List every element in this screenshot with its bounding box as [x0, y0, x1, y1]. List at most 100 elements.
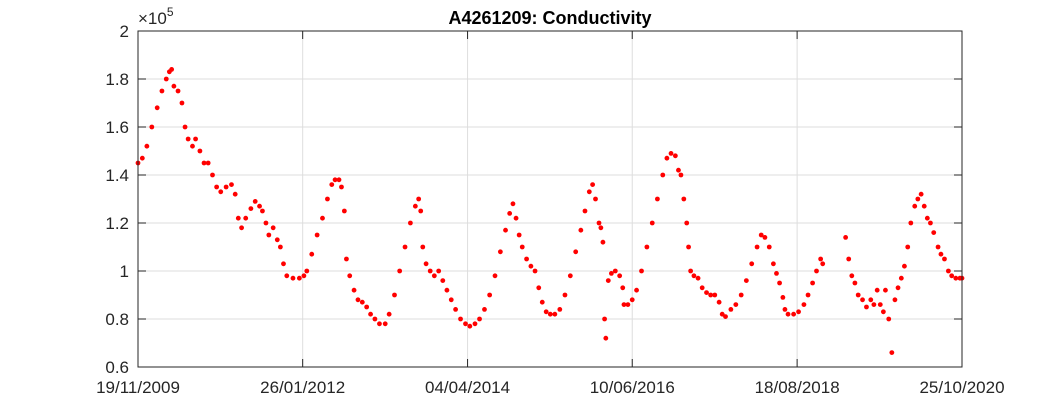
data-point — [912, 203, 918, 209]
data-point — [487, 292, 493, 298]
y-tick-label: 1.4 — [105, 166, 129, 185]
data-point — [953, 275, 959, 281]
data-point — [274, 237, 280, 243]
data-point — [248, 206, 254, 212]
data-point — [397, 268, 403, 274]
data-point — [598, 225, 604, 231]
data-point — [467, 323, 473, 329]
y-tick-label: 1.6 — [105, 118, 129, 137]
data-point — [678, 172, 684, 178]
data-point — [320, 215, 325, 221]
grid-lines — [138, 31, 962, 367]
data-point — [684, 220, 690, 226]
y-tick-label: 0.8 — [105, 310, 129, 329]
data-point — [567, 273, 573, 279]
data-point — [681, 196, 687, 202]
data-point — [754, 244, 760, 250]
data-point — [557, 307, 563, 312]
data-point — [880, 309, 886, 315]
data-point — [420, 244, 426, 250]
data-point — [257, 203, 262, 209]
data-point — [260, 208, 265, 214]
data-point — [942, 256, 947, 262]
data-point — [149, 124, 155, 130]
data-point — [482, 307, 487, 312]
data-point — [448, 297, 454, 303]
data-point — [182, 124, 188, 130]
data-point — [708, 292, 714, 298]
data-point — [749, 261, 755, 267]
data-point — [928, 220, 933, 226]
data-point — [691, 273, 697, 279]
data-point — [524, 256, 529, 262]
data-point — [855, 292, 861, 298]
data-point — [431, 273, 437, 279]
data-point — [649, 220, 655, 226]
data-point — [905, 244, 911, 250]
data-point — [699, 285, 705, 291]
data-point — [427, 268, 433, 274]
data-point — [886, 316, 892, 322]
data-point — [201, 160, 207, 166]
data-point — [915, 196, 921, 202]
plot-area-frame — [137, 30, 963, 368]
y-tick-label: 2 — [120, 22, 129, 41]
data-point — [777, 280, 782, 286]
data-point — [898, 275, 904, 281]
data-point — [223, 184, 229, 190]
data-point — [169, 67, 175, 72]
data-point — [766, 244, 772, 250]
data-point — [814, 268, 819, 274]
data-point — [547, 311, 553, 317]
data-point — [791, 311, 797, 317]
data-point — [364, 304, 370, 310]
data-point — [945, 268, 951, 274]
data-point — [440, 278, 446, 283]
data-point — [668, 151, 674, 156]
data-point — [586, 189, 592, 195]
data-point — [639, 268, 644, 274]
data-point — [780, 295, 786, 300]
data-point — [820, 261, 826, 267]
data-point — [436, 268, 442, 274]
data-point — [539, 299, 545, 305]
data-point — [284, 273, 290, 279]
data-point — [704, 290, 709, 295]
data-point — [600, 239, 606, 245]
data-point — [785, 311, 791, 317]
data-point — [507, 211, 513, 216]
data-point — [190, 143, 195, 149]
data-point — [578, 227, 584, 233]
data-point — [296, 275, 302, 281]
data-point — [263, 220, 269, 226]
x-tick-label: 25/10/2020 — [919, 378, 1004, 397]
y-exponent-power: 5 — [167, 5, 174, 19]
data-point — [392, 292, 397, 298]
data-point — [309, 251, 315, 257]
data-point — [492, 273, 498, 279]
data-point — [883, 287, 888, 293]
data-point — [712, 292, 718, 298]
data-point — [770, 261, 776, 267]
data-point — [193, 136, 198, 142]
data-point — [463, 321, 468, 327]
data-point — [266, 232, 272, 238]
data-point — [719, 311, 725, 317]
data-point — [139, 155, 145, 161]
data-point — [197, 148, 203, 154]
data-point — [644, 244, 650, 250]
data-point — [243, 215, 249, 221]
data-point — [924, 215, 930, 221]
data-point — [743, 278, 749, 283]
data-point — [949, 273, 955, 279]
data-point — [477, 316, 482, 322]
data-point — [695, 275, 701, 281]
data-point — [562, 292, 568, 298]
data-point — [453, 307, 458, 312]
data-point — [902, 263, 907, 269]
data-point — [412, 203, 418, 209]
data-point — [290, 275, 296, 281]
data-point — [503, 227, 508, 233]
chart-title: A4261209: Conductivity — [448, 8, 651, 28]
data-point — [805, 292, 811, 298]
